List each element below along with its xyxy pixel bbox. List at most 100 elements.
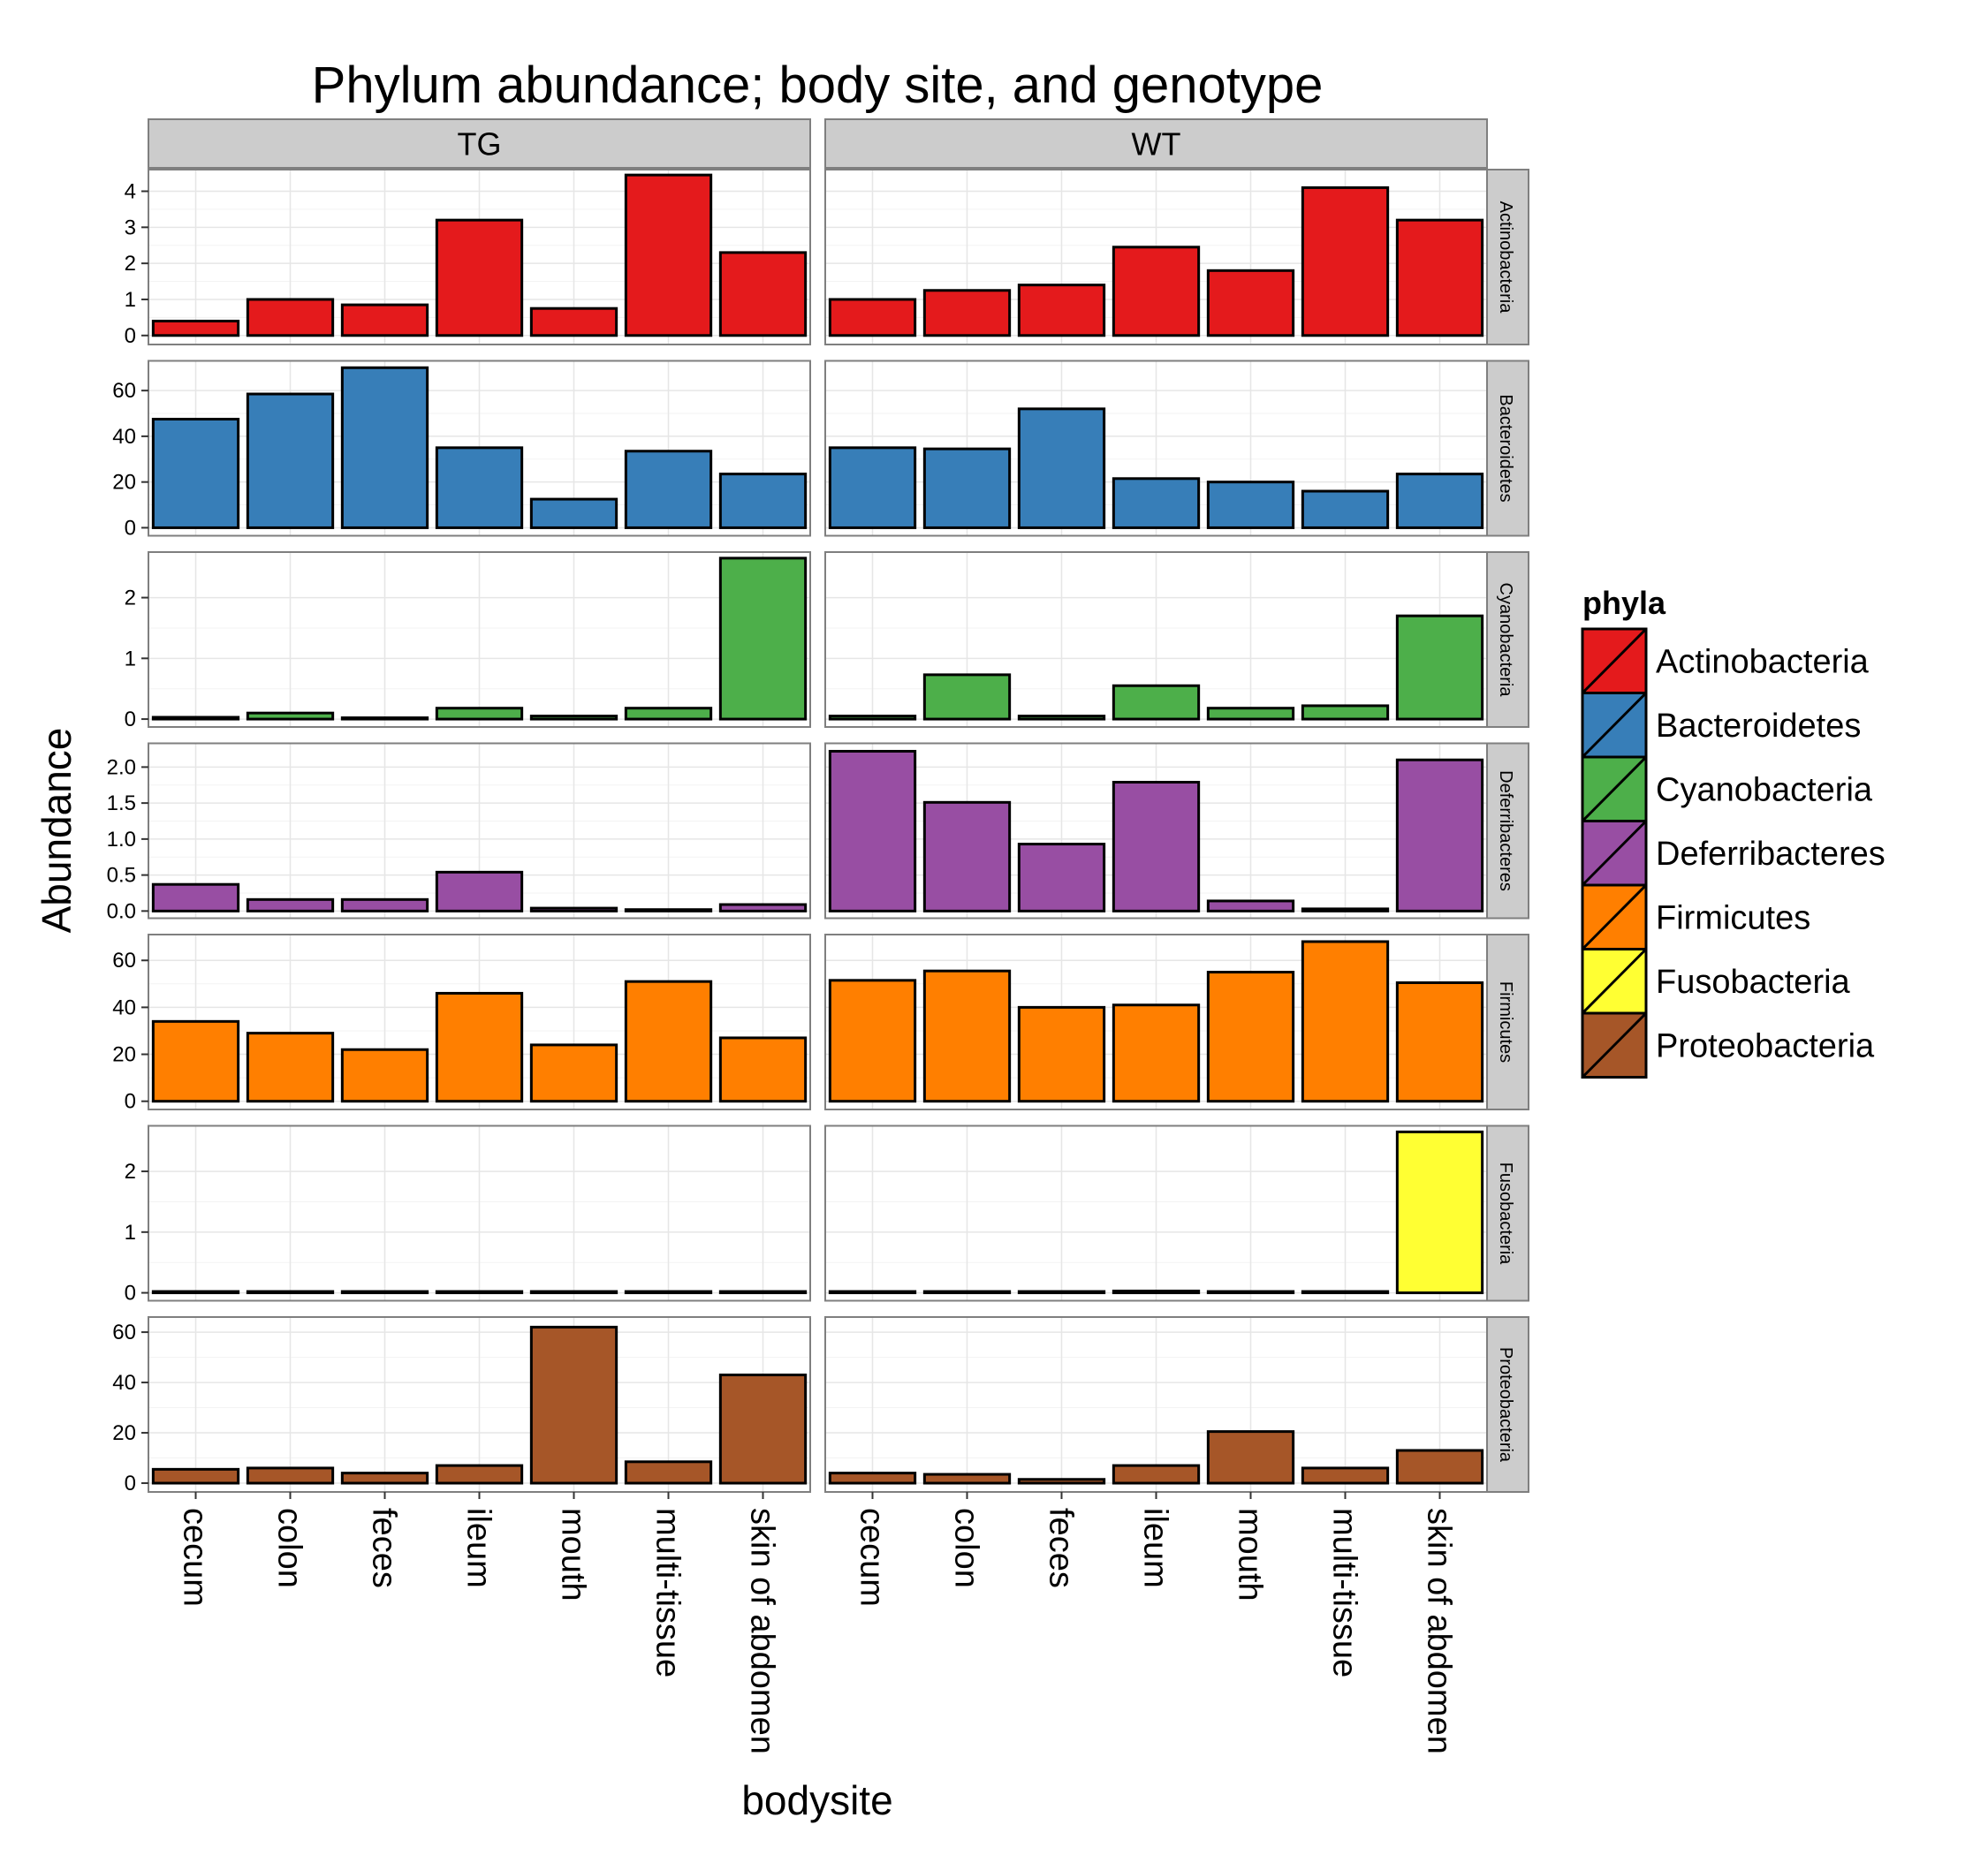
bar-wt-actinobacteria-colon [922,289,1012,337]
panel-border [148,551,811,728]
y-tick-label: 40 [112,1371,136,1395]
bar-tg-actinobacteria-skin-of-abdomen [718,251,808,337]
bar-wt-proteobacteria-feces [1017,1478,1106,1485]
bar-tg-cyanobacteria-cecum [151,716,240,721]
legend-swatch-slash [1581,948,1648,1015]
bar-wt-actinobacteria-cecum [828,298,917,337]
bar-tg-actinobacteria-cecum [151,319,240,337]
bar-wt-proteobacteria-multi-tissue [1301,1466,1390,1485]
facet-strip-wt [824,118,1488,169]
bar-wt-cyanobacteria-mouth [1206,707,1295,721]
bar-wt-bacteroidetes-feces [1017,407,1106,529]
y-tick-label: 2 [125,587,136,610]
bar-tg-deferribacteres-mouth [529,906,618,912]
bar-tg-proteobacteria-colon [246,1466,335,1485]
y-tick-label: 0 [125,1090,136,1114]
y-tick-label: 3 [125,216,136,239]
legend-label-fusobacteria: Fusobacteria [1656,964,1851,1001]
bar-wt-cyanobacteria-feces [1017,715,1106,721]
bar-wt-actinobacteria-mouth [1206,269,1295,337]
x-tick-label-tg-multi-tissue: multi-tissue [649,1508,687,1677]
bar-tg-firmicutes-ileum [435,991,524,1103]
x-tick-label-tg-skin-of-abdomen: skin of abdomen [744,1508,781,1754]
bar-wt-firmicutes-mouth [1206,971,1295,1103]
bar-tg-deferribacteres-multi-tissue [624,908,713,912]
bar-wt-fusobacteria-mouth [1206,1290,1295,1295]
legend-swatch-slash [1581,755,1648,822]
bar-wt-proteobacteria-mouth [1206,1430,1295,1485]
bar-tg-bacteroidetes-multi-tissue [624,450,713,529]
bar-wt-actinobacteria-feces [1017,284,1106,337]
bar-wt-firmicutes-colon [922,969,1012,1103]
y-tick-label: 2 [125,1160,136,1184]
bar-wt-fusobacteria-cecum [828,1290,917,1295]
facet-strip-label-firmicutes: Firmicutes [1496,981,1515,1063]
bar-wt-bacteroidetes-multi-tissue [1301,489,1390,529]
legend-label-bacteroidetes: Bacteroidetes [1656,708,1861,745]
bar-tg-firmicutes-mouth [529,1043,618,1103]
legend-swatch-slash [1581,883,1648,950]
legend-swatch-slash [1581,1011,1648,1079]
bar-tg-fusobacteria-ileum [435,1290,524,1295]
facet-strip-fusobacteria [1483,1124,1529,1302]
facet-panels: TG WTActinobacteria01234Bacteroidetes0204… [107,118,1529,1754]
bar-wt-cyanobacteria-colon [922,673,1012,721]
bar-wt-firmicutes-cecum [828,979,917,1103]
facet-strip-label-wt: WT [1132,126,1181,163]
panel-border [148,360,811,537]
x-tick-label-wt-ileum: ileum [1137,1508,1174,1588]
bar-tg-fusobacteria-multi-tissue [624,1290,713,1295]
bar-wt-deferribacteres-feces [1017,843,1106,912]
bar-tg-proteobacteria-cecum [151,1467,240,1485]
x-tick-label-tg-mouth: mouth [555,1508,592,1601]
bar-tg-cyanobacteria-skin-of-abdomen [718,556,808,721]
y-tick-label: 1.5 [107,791,136,815]
bar-wt-actinobacteria-multi-tissue [1301,186,1390,337]
chart-title: Phylum abundance; body site, and genotyp… [312,57,1324,114]
bar-wt-fusobacteria-ileum [1112,1290,1201,1295]
y-tick-label: 0.5 [107,864,136,888]
bar-tg-bacteroidetes-ileum [435,446,524,529]
x-tick-label-wt-skin-of-abdomen: skin of abdomen [1421,1508,1458,1754]
bar-tg-bacteroidetes-feces [340,366,429,529]
bar-wt-proteobacteria-colon [922,1473,1012,1485]
facet-strip-label-deferribacteres: Deferribacteres [1496,770,1515,891]
y-tick-label: 2.0 [107,755,136,779]
bar-wt-firmicutes-skin-of-abdomen [1395,980,1484,1103]
y-tick-label: 60 [112,379,136,403]
bar-wt-deferribacteres-multi-tissue [1301,907,1390,912]
panel-border [824,934,1488,1110]
bar-tg-fusobacteria-cecum [151,1290,240,1295]
bar-tg-firmicutes-cecum [151,1019,240,1103]
x-tick-label-tg-colon: colon [271,1508,308,1588]
bar-tg-fusobacteria-skin-of-abdomen [718,1290,808,1295]
bar-tg-actinobacteria-mouth [529,307,618,337]
bar-tg-cyanobacteria-feces [340,716,429,721]
facet-strip-label-proteobacteria: Proteobacteria [1496,1347,1515,1463]
legend-swatch-slash [1581,627,1648,694]
y-tick-label: 40 [112,425,136,449]
x-tick-label-wt-mouth: mouth [1232,1508,1269,1601]
bar-wt-cyanobacteria-cecum [828,715,917,721]
facet-strip-label-actinobacteria: Actinobacteria [1496,201,1515,314]
facet-strip-deferribacteres [1483,742,1529,920]
legend-label-deferribacteres: Deferribacteres [1656,836,1886,873]
bar-tg-cyanobacteria-colon [246,711,335,721]
x-tick-label-tg-feces: feces [366,1508,403,1588]
facet-strip-label-bacteroidetes: Bacteroidetes [1496,394,1515,502]
bar-wt-firmicutes-multi-tissue [1301,940,1390,1103]
bar-wt-bacteroidetes-ileum [1112,477,1201,529]
x-tick-label-wt-cecum: cecum [854,1508,891,1607]
y-tick-label: 1 [125,647,136,670]
y-axis-title: Abundance [34,728,80,934]
bar-wt-deferribacteres-cecum [828,749,917,912]
facet-strip-label-fusobacteria: Fusobacteria [1496,1162,1515,1265]
bar-wt-proteobacteria-skin-of-abdomen [1395,1449,1484,1485]
x-tick-label-tg-cecum: cecum [177,1508,214,1607]
y-tick-label: 60 [112,1321,136,1344]
bar-tg-bacteroidetes-mouth [529,497,618,529]
facet-strip-tg [148,118,811,169]
bar-tg-fusobacteria-feces [340,1290,429,1295]
bar-tg-fusobacteria-mouth [529,1290,618,1295]
